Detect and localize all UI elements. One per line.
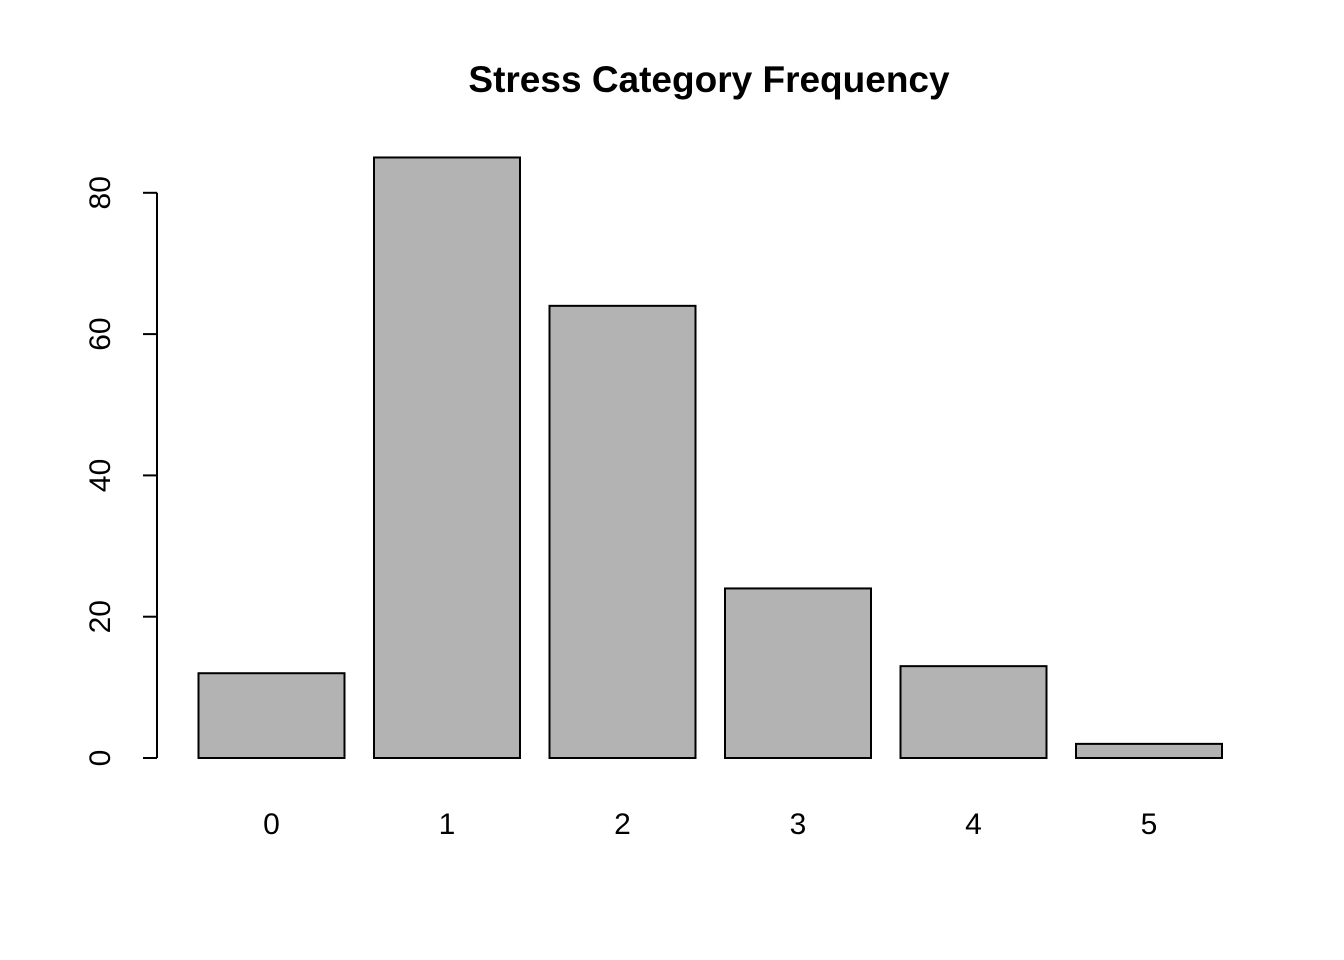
x-tick-label: 0 [263, 808, 280, 841]
bar [1075, 742, 1223, 759]
y-tick-label: 40 [84, 459, 117, 492]
x-axis-labels: 0 1 2 3 4 5 [263, 808, 1157, 841]
chart-title: Stress Category Frequency [468, 59, 950, 100]
y-tick-label: 80 [84, 176, 117, 209]
y-tick-label: 20 [84, 600, 117, 633]
bars-group [197, 156, 1223, 760]
x-tick-label: 4 [965, 808, 982, 841]
y-axis: 0 20 40 60 80 [84, 176, 158, 767]
bar [899, 665, 1048, 760]
x-tick-label: 2 [614, 808, 631, 841]
y-tick-label: 60 [84, 317, 117, 350]
bar [373, 156, 521, 760]
bar [724, 587, 872, 759]
x-tick-label: 5 [1141, 808, 1158, 841]
bar [548, 304, 697, 759]
y-tick-label: 0 [84, 750, 117, 767]
x-tick-label: 3 [790, 808, 807, 841]
x-tick-label: 1 [439, 808, 456, 841]
bar [197, 672, 346, 759]
